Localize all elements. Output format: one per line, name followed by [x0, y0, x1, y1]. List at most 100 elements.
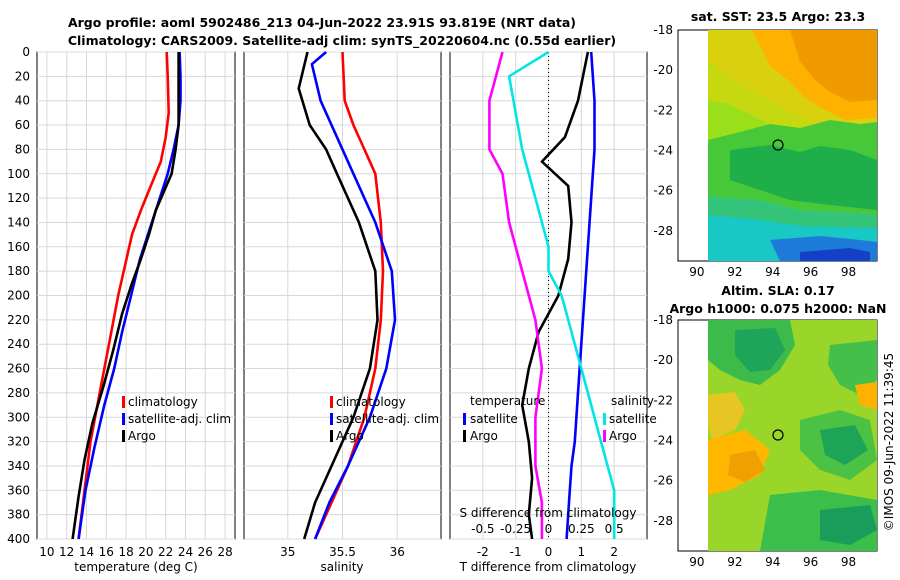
legend-swatch-t-satellite [463, 413, 466, 425]
legend-swatch-t-argo [463, 430, 466, 442]
profile-lines [71, 50, 616, 540]
legend-label: satellite [470, 412, 518, 426]
lat-tick-label: -22 [653, 393, 673, 407]
lat-tick-label: -20 [653, 63, 673, 77]
sst-map-title: sat. SST: 23.5 Argo: 23.3 [691, 9, 865, 24]
x-tick-label: 26 [198, 545, 213, 559]
lat-tick-label: -18 [653, 23, 673, 37]
legend-swatch-argo [122, 430, 125, 442]
legend-heading-salinity: salinity [611, 394, 654, 408]
grid-layer [37, 51, 647, 540]
lon-tick-label: 96 [803, 265, 818, 279]
x-tick-label: 2 [610, 545, 618, 559]
legend-label: climatology [336, 395, 406, 409]
legend-label: Argo [128, 429, 156, 443]
legend-label: satellite [609, 412, 657, 426]
x-tick-label: 12 [59, 545, 74, 559]
salinity-legend: climatology satellite-adj. clim Argo [330, 395, 439, 443]
x-tick-label: 22 [158, 545, 173, 559]
salinity-axis-label: salinity [320, 560, 363, 574]
x-tick-label: 1 [578, 545, 586, 559]
lon-tick-label: 90 [689, 265, 704, 279]
depth-tick-label: 20 [15, 69, 30, 83]
depth-tick-label: 60 [15, 118, 30, 132]
legend-swatch-climatology [122, 396, 125, 408]
depth-tick-label: 80 [15, 142, 30, 156]
sst-field [708, 30, 877, 261]
lat-tick-label: -22 [653, 103, 673, 117]
depth-tick-label: 220 [7, 313, 30, 327]
depth-tick-label: 180 [7, 264, 30, 278]
lon-tick-label: 96 [803, 555, 818, 569]
sla-map-title-line1: Altim. SLA: 0.17 [721, 283, 834, 298]
lon-tick-label: 94 [765, 265, 780, 279]
lon-tick-label: 98 [841, 265, 856, 279]
map-ticks: 90 92 94 96 98 -28 -26 -24 -22 -20 -18 90 92 94 96 98 -2… [653, 23, 856, 569]
series-line-climatology [77, 51, 170, 540]
lat-tick-label: -28 [653, 224, 673, 238]
lat-tick-label: -24 [653, 434, 673, 448]
temperature-legend: climatology satellite-adj. clim Argo [122, 395, 231, 443]
lon-tick-label: 92 [727, 555, 742, 569]
series-line-salinity-satellite [507, 50, 616, 539]
depth-tick-label: 280 [7, 386, 30, 400]
legend-label: satellite-adj. clim [128, 412, 231, 426]
legend-heading-temperature: temperature [470, 394, 545, 408]
lat-tick-label: -18 [653, 313, 673, 327]
series-line-temperature-satellite [565, 51, 596, 540]
temperature-axis-label: temperature (deg C) [74, 560, 197, 574]
lon-tick-label: 98 [841, 555, 856, 569]
difference-legend: temperature salinity satellite Argo sate… [463, 394, 657, 443]
x-tick-label: -1 [510, 545, 522, 559]
depth-tick-label: 380 [7, 508, 30, 522]
legend-swatch-satellite [122, 413, 125, 425]
depth-tick-label: 100 [7, 167, 30, 181]
depth-tick-label: 320 [7, 435, 30, 449]
lat-tick-label: -20 [653, 353, 673, 367]
depth-tick-label: 140 [7, 215, 30, 229]
depth-ticks: 0 20 40 60 80 100 120 140 160 180 200 220 240 260 280 3… [7, 45, 30, 546]
t-difference-axis-label: T difference from climatology [459, 560, 637, 574]
x-tick-label: 18 [118, 545, 133, 559]
depth-tick-label: 40 [15, 94, 30, 108]
lat-tick-label: -24 [653, 144, 673, 158]
legend-swatch-climatology [330, 396, 333, 408]
depth-tick-label: 340 [7, 459, 30, 473]
depth-tick-label: 120 [7, 191, 30, 205]
legend-swatch-s-satellite [603, 413, 606, 425]
s-difference-axis-label: S difference from climatology [460, 506, 637, 520]
legend-label: Argo [609, 429, 637, 443]
legend-label: Argo [470, 429, 498, 443]
x-tick-label: 10 [39, 545, 54, 559]
sla-field [708, 320, 877, 551]
depth-tick-label: 0 [22, 45, 30, 59]
lat-tick-label: -26 [653, 474, 673, 488]
series-line-satellite-adj-clim [310, 51, 397, 540]
figure-title-line2: Climatology: CARS2009. Satellite-adj cli… [68, 33, 616, 49]
lat-tick-label: -26 [653, 184, 673, 198]
depth-tick-label: 160 [7, 240, 30, 254]
x-tick-label: 28 [217, 545, 232, 559]
depth-tick-label: 360 [7, 483, 30, 497]
series-line-temperature-argo [520, 51, 590, 540]
imos-credit: ©IMOS 09-Jun-2022 11:39:45 [882, 353, 896, 531]
x-tick-label: 24 [178, 545, 193, 559]
x-ticks: 10 12 14 16 18 20 22 24 26 28 35 35.5 36 -2 -1 0 1 2-0.5-… [39, 522, 623, 559]
top-tick-label: -0.5 [471, 522, 494, 536]
x-tick-label: 35 [280, 545, 295, 559]
x-tick-label: 16 [99, 545, 114, 559]
x-tick-label: -2 [477, 545, 489, 559]
sla-map-title-line2: Argo h1000: 0.075 h2000: NaN [669, 301, 886, 316]
depth-tick-label: 260 [7, 362, 30, 376]
legend-swatch-satellite [330, 413, 333, 425]
depth-tick-label: 200 [7, 289, 30, 303]
top-tick-label: 0.25 [568, 522, 595, 536]
x-tick-label: 0 [545, 545, 553, 559]
figure-title-line1: Argo profile: aoml 5902486_213 04-Jun-20… [68, 15, 576, 31]
sst-map [677, 29, 878, 262]
x-tick-label: 35.5 [329, 545, 356, 559]
series-line-argo [297, 51, 379, 540]
lon-tick-label: 94 [765, 555, 780, 569]
legend-swatch-s-argo [603, 430, 606, 442]
x-tick-label: 14 [79, 545, 94, 559]
